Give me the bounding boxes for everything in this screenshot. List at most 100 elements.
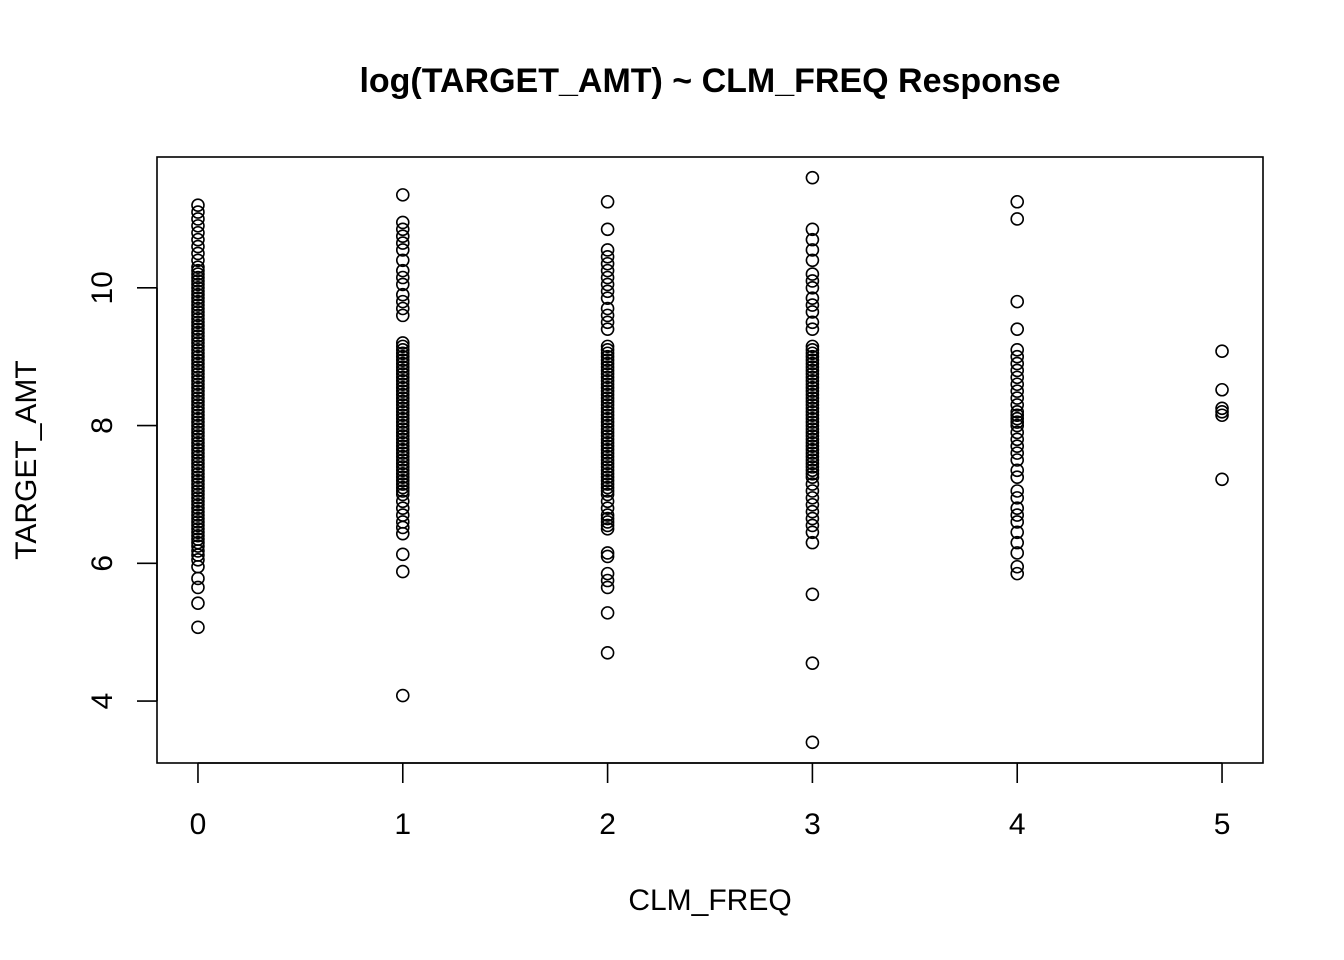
- data-point: [395, 287, 410, 302]
- data-point: [191, 263, 205, 278]
- data-point: [1010, 425, 1025, 440]
- data-point: [395, 480, 410, 495]
- data-point: [395, 446, 410, 460]
- data-point: [191, 484, 205, 498]
- data-point: [191, 356, 205, 371]
- data-point: [805, 587, 820, 602]
- data-point: [395, 463, 410, 478]
- data-point: [191, 425, 205, 440]
- data-point: [191, 596, 205, 611]
- data-point: [395, 349, 410, 364]
- data-point: [1010, 370, 1025, 385]
- data-point: [395, 384, 410, 398]
- data-point: [191, 322, 205, 336]
- data-point: [395, 270, 410, 285]
- data-point: [600, 453, 615, 467]
- data-point: [805, 377, 820, 392]
- data-point: [191, 466, 205, 481]
- data-point: [805, 374, 820, 388]
- data-point: [805, 477, 820, 491]
- data-point: [191, 312, 205, 326]
- x-tick-label: 4: [1009, 808, 1026, 841]
- data-point: [191, 446, 205, 460]
- data-point: [191, 336, 205, 350]
- data-point: [191, 394, 205, 409]
- data-point: [191, 473, 205, 488]
- data-point: [805, 432, 820, 447]
- data-point: [395, 408, 410, 423]
- data-point: [395, 432, 410, 447]
- data-point: [395, 370, 410, 385]
- data-point: [191, 225, 205, 240]
- data-point: [191, 284, 205, 299]
- data-point: [395, 387, 410, 402]
- data-point: [191, 370, 205, 385]
- data-point: [805, 411, 820, 426]
- data-point: [191, 559, 205, 574]
- data-point: [1010, 194, 1025, 209]
- data-point: [395, 515, 410, 529]
- data-point: [805, 408, 820, 423]
- data-point: [1010, 535, 1025, 550]
- data-point: [600, 566, 615, 581]
- data-point: [191, 212, 205, 226]
- data-point: [191, 281, 205, 295]
- data-point: [805, 463, 820, 478]
- data-point: [191, 332, 205, 347]
- data-point: [600, 477, 615, 491]
- data-point: [600, 606, 615, 620]
- data-point: [805, 232, 820, 247]
- x-tick-label: 5: [1214, 808, 1231, 841]
- data-point: [191, 422, 205, 436]
- data-point: [805, 453, 820, 467]
- data-point: [805, 274, 820, 288]
- data-point: [191, 571, 205, 586]
- data-point: [1215, 472, 1229, 487]
- data-point: [191, 435, 205, 450]
- data-point: [395, 263, 410, 278]
- data-point: [395, 374, 410, 388]
- data-point: [600, 222, 615, 237]
- data-point: [395, 456, 410, 471]
- data-point: [805, 398, 820, 412]
- y-tick-label: 10: [86, 271, 119, 304]
- data-point: [600, 508, 615, 522]
- y-axis-label: TARGET_AMT: [10, 360, 43, 559]
- data-point: [395, 487, 410, 502]
- data-point: [805, 394, 820, 409]
- data-point: [191, 432, 205, 447]
- data-point: [395, 215, 410, 230]
- data-point: [1010, 446, 1025, 460]
- data-point: [805, 353, 820, 367]
- data-point: [191, 525, 205, 540]
- data-point: [191, 580, 205, 595]
- data-point: [600, 518, 615, 533]
- x-tick-label: 1: [394, 808, 411, 841]
- data-point: [600, 432, 615, 447]
- data-point: [805, 735, 820, 750]
- data-point: [191, 494, 205, 509]
- data-point: [191, 384, 205, 398]
- data-point: [191, 398, 205, 412]
- data-point: [395, 473, 410, 488]
- data-point: [395, 229, 410, 243]
- data-point: [191, 301, 205, 316]
- data-point: [600, 356, 615, 371]
- data-point: [805, 322, 820, 336]
- data-point: [1010, 343, 1025, 357]
- data-point: [1010, 453, 1025, 467]
- data-point: [805, 243, 820, 257]
- x-tick-label: 2: [599, 808, 616, 841]
- data-point: [1010, 508, 1025, 522]
- data-point: [805, 460, 820, 474]
- data-point: [805, 442, 820, 457]
- data-point: [1215, 408, 1229, 423]
- data-point: [395, 353, 410, 367]
- data-point: [191, 353, 205, 367]
- data-point: [805, 291, 820, 305]
- data-point: [395, 308, 410, 323]
- data-point: [395, 377, 410, 392]
- data-point: [395, 356, 410, 371]
- data-point: [191, 270, 205, 285]
- data-point: [191, 456, 205, 471]
